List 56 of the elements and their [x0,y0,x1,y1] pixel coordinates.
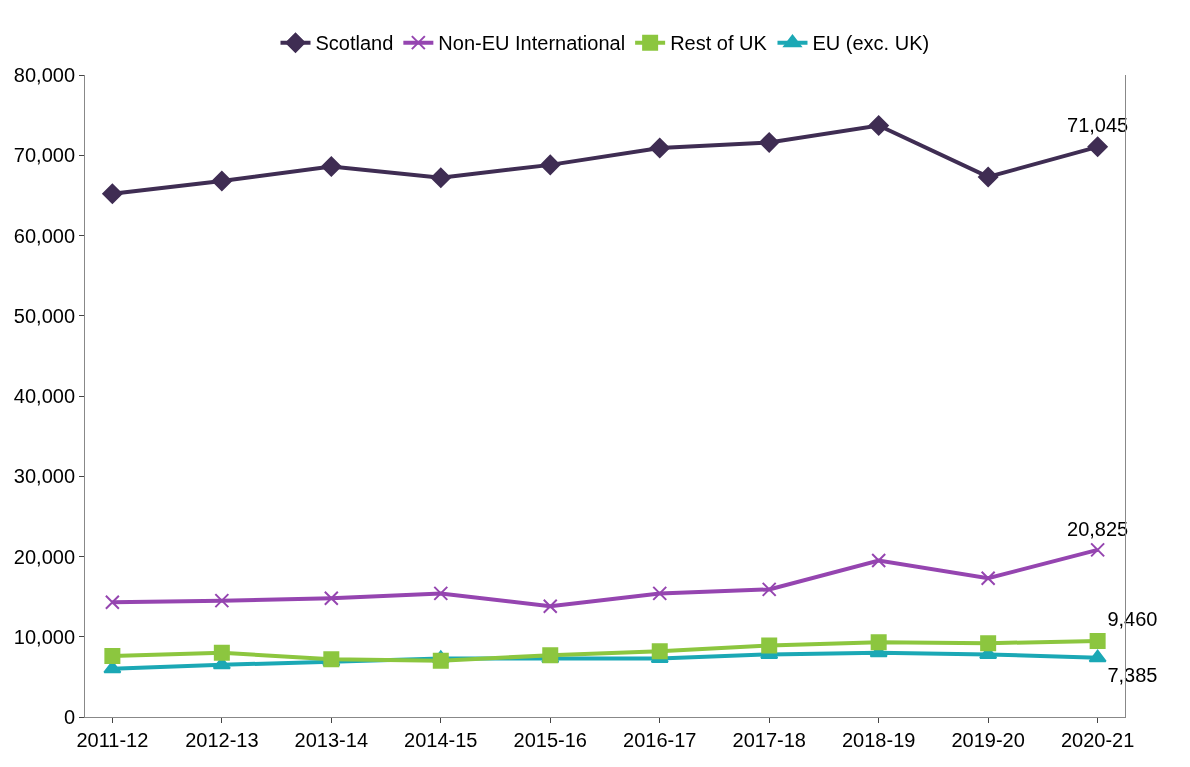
y-tick-label: 30,000 [13,465,75,488]
point [980,635,997,652]
point [759,132,780,153]
point [214,593,230,609]
point [430,167,451,188]
x-tick-label: 2015-16 [513,729,587,751]
point [761,637,778,654]
point [978,166,999,188]
y-tick-label: 0 [63,706,75,728]
x-tick-label: 2016-17 [623,729,697,751]
point [1088,649,1107,663]
data-label: 9,460 [1107,608,1158,631]
y-tick-label: 60,000 [13,224,75,247]
x-tick-label: 2018-19 [841,729,916,751]
point [104,648,121,665]
y-tick-label: 10,000 [13,625,75,648]
data-label: 7,385 [1107,664,1158,687]
x-tick-label: 2011-12 [76,729,149,751]
x-tick-label: 2012-13 [185,729,259,751]
point [323,590,339,606]
point [211,170,232,192]
point [980,570,996,586]
y-tick-label: 70,000 [13,144,75,167]
x-tick-label: 2014-15 [404,729,478,751]
y-tick-label: 80,000 [13,64,75,86]
y-tick-label: 40,000 [13,385,75,407]
point [652,585,668,601]
data-label: 71,045 [1067,114,1129,137]
point [542,598,558,614]
point [871,553,887,569]
point [649,137,670,159]
point [433,585,449,601]
point [321,156,342,177]
point [104,594,120,610]
point [1089,633,1106,650]
legend-label: Non-EU International [438,32,626,55]
legend-label: Scotland [315,32,394,55]
point [102,183,123,204]
point [432,652,449,669]
x-tick-label: 2017-18 [732,729,806,751]
point [1090,542,1106,558]
point [761,581,777,597]
data-label: 20,825 [1067,517,1129,540]
x-tick-label: 2019-20 [951,729,1025,751]
point [1087,136,1108,157]
point [213,644,230,661]
point [868,115,889,136]
y-tick-label: 50,000 [13,304,75,327]
x-tick-label: 2020-21 [1060,729,1135,751]
legend-label: Rest of UK [670,32,768,55]
x-tick-label: 2013-14 [294,729,369,751]
y-tick-label: 20,000 [13,545,75,568]
point [540,154,561,175]
legend-label: EU (exc. UK) [812,32,930,55]
point [651,643,668,660]
point [870,634,887,651]
